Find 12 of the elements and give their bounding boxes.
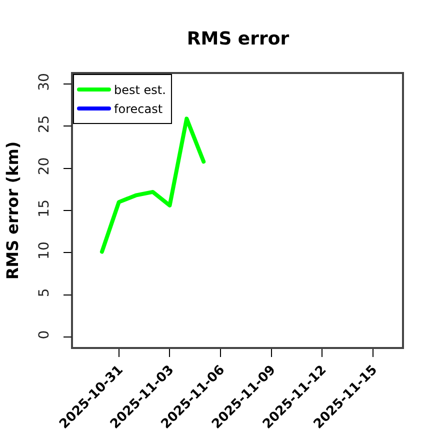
y-tick-label: 30 <box>36 73 53 91</box>
legend-label: forecast <box>114 102 163 116</box>
y-tick-label: 10 <box>36 242 53 260</box>
y-tick-label: 15 <box>36 199 53 218</box>
y-tick-label: 25 <box>36 115 53 134</box>
y-tick-label: 0 <box>36 330 53 340</box>
y-axis-title: RMS error (km) <box>3 141 22 280</box>
line-series <box>100 116 206 254</box>
y-tick-label: 20 <box>36 157 53 176</box>
y-tick-label: 5 <box>36 288 53 298</box>
legend-label: best est. <box>114 83 166 98</box>
chart-title: RMS error <box>186 28 290 50</box>
